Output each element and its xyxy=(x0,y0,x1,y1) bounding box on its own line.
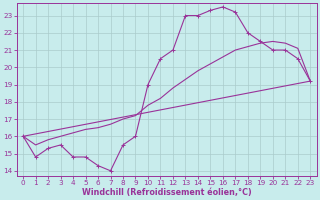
X-axis label: Windchill (Refroidissement éolien,°C): Windchill (Refroidissement éolien,°C) xyxy=(82,188,252,197)
